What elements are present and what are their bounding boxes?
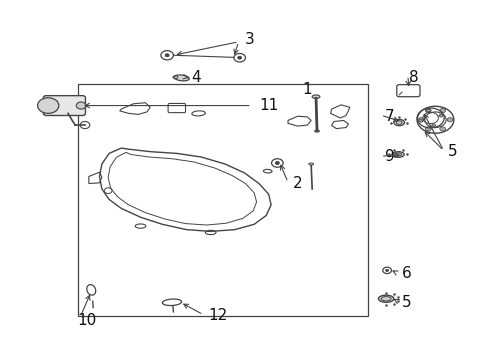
Ellipse shape [314, 130, 319, 132]
Circle shape [425, 127, 430, 131]
Text: 9: 9 [384, 149, 394, 165]
Text: 10: 10 [78, 312, 97, 328]
Circle shape [237, 56, 241, 59]
Circle shape [275, 162, 279, 165]
Ellipse shape [391, 152, 404, 157]
Ellipse shape [311, 95, 319, 99]
Circle shape [417, 118, 423, 122]
Ellipse shape [378, 295, 393, 302]
Text: 3: 3 [244, 32, 254, 48]
Ellipse shape [174, 75, 189, 81]
Circle shape [425, 108, 430, 113]
Circle shape [418, 119, 422, 122]
Ellipse shape [393, 120, 404, 126]
Text: 2: 2 [292, 176, 302, 191]
Circle shape [385, 269, 388, 271]
Circle shape [439, 108, 445, 113]
Circle shape [38, 98, 59, 113]
Circle shape [431, 124, 435, 127]
Text: 5: 5 [447, 144, 456, 159]
FancyBboxPatch shape [43, 96, 85, 116]
Text: 4: 4 [191, 70, 201, 85]
Ellipse shape [308, 163, 313, 165]
Bar [78, 84, 367, 316]
Text: 8: 8 [408, 70, 418, 85]
Circle shape [446, 118, 452, 122]
Text: 1: 1 [302, 82, 311, 97]
Circle shape [439, 127, 445, 131]
Circle shape [438, 114, 442, 117]
Text: 6: 6 [401, 266, 410, 282]
Text: 7: 7 [384, 109, 393, 124]
Circle shape [76, 102, 86, 109]
Text: 12: 12 [208, 308, 227, 323]
Circle shape [426, 109, 429, 112]
Text: 5: 5 [401, 295, 410, 310]
Text: 11: 11 [259, 98, 278, 113]
Circle shape [165, 54, 169, 57]
